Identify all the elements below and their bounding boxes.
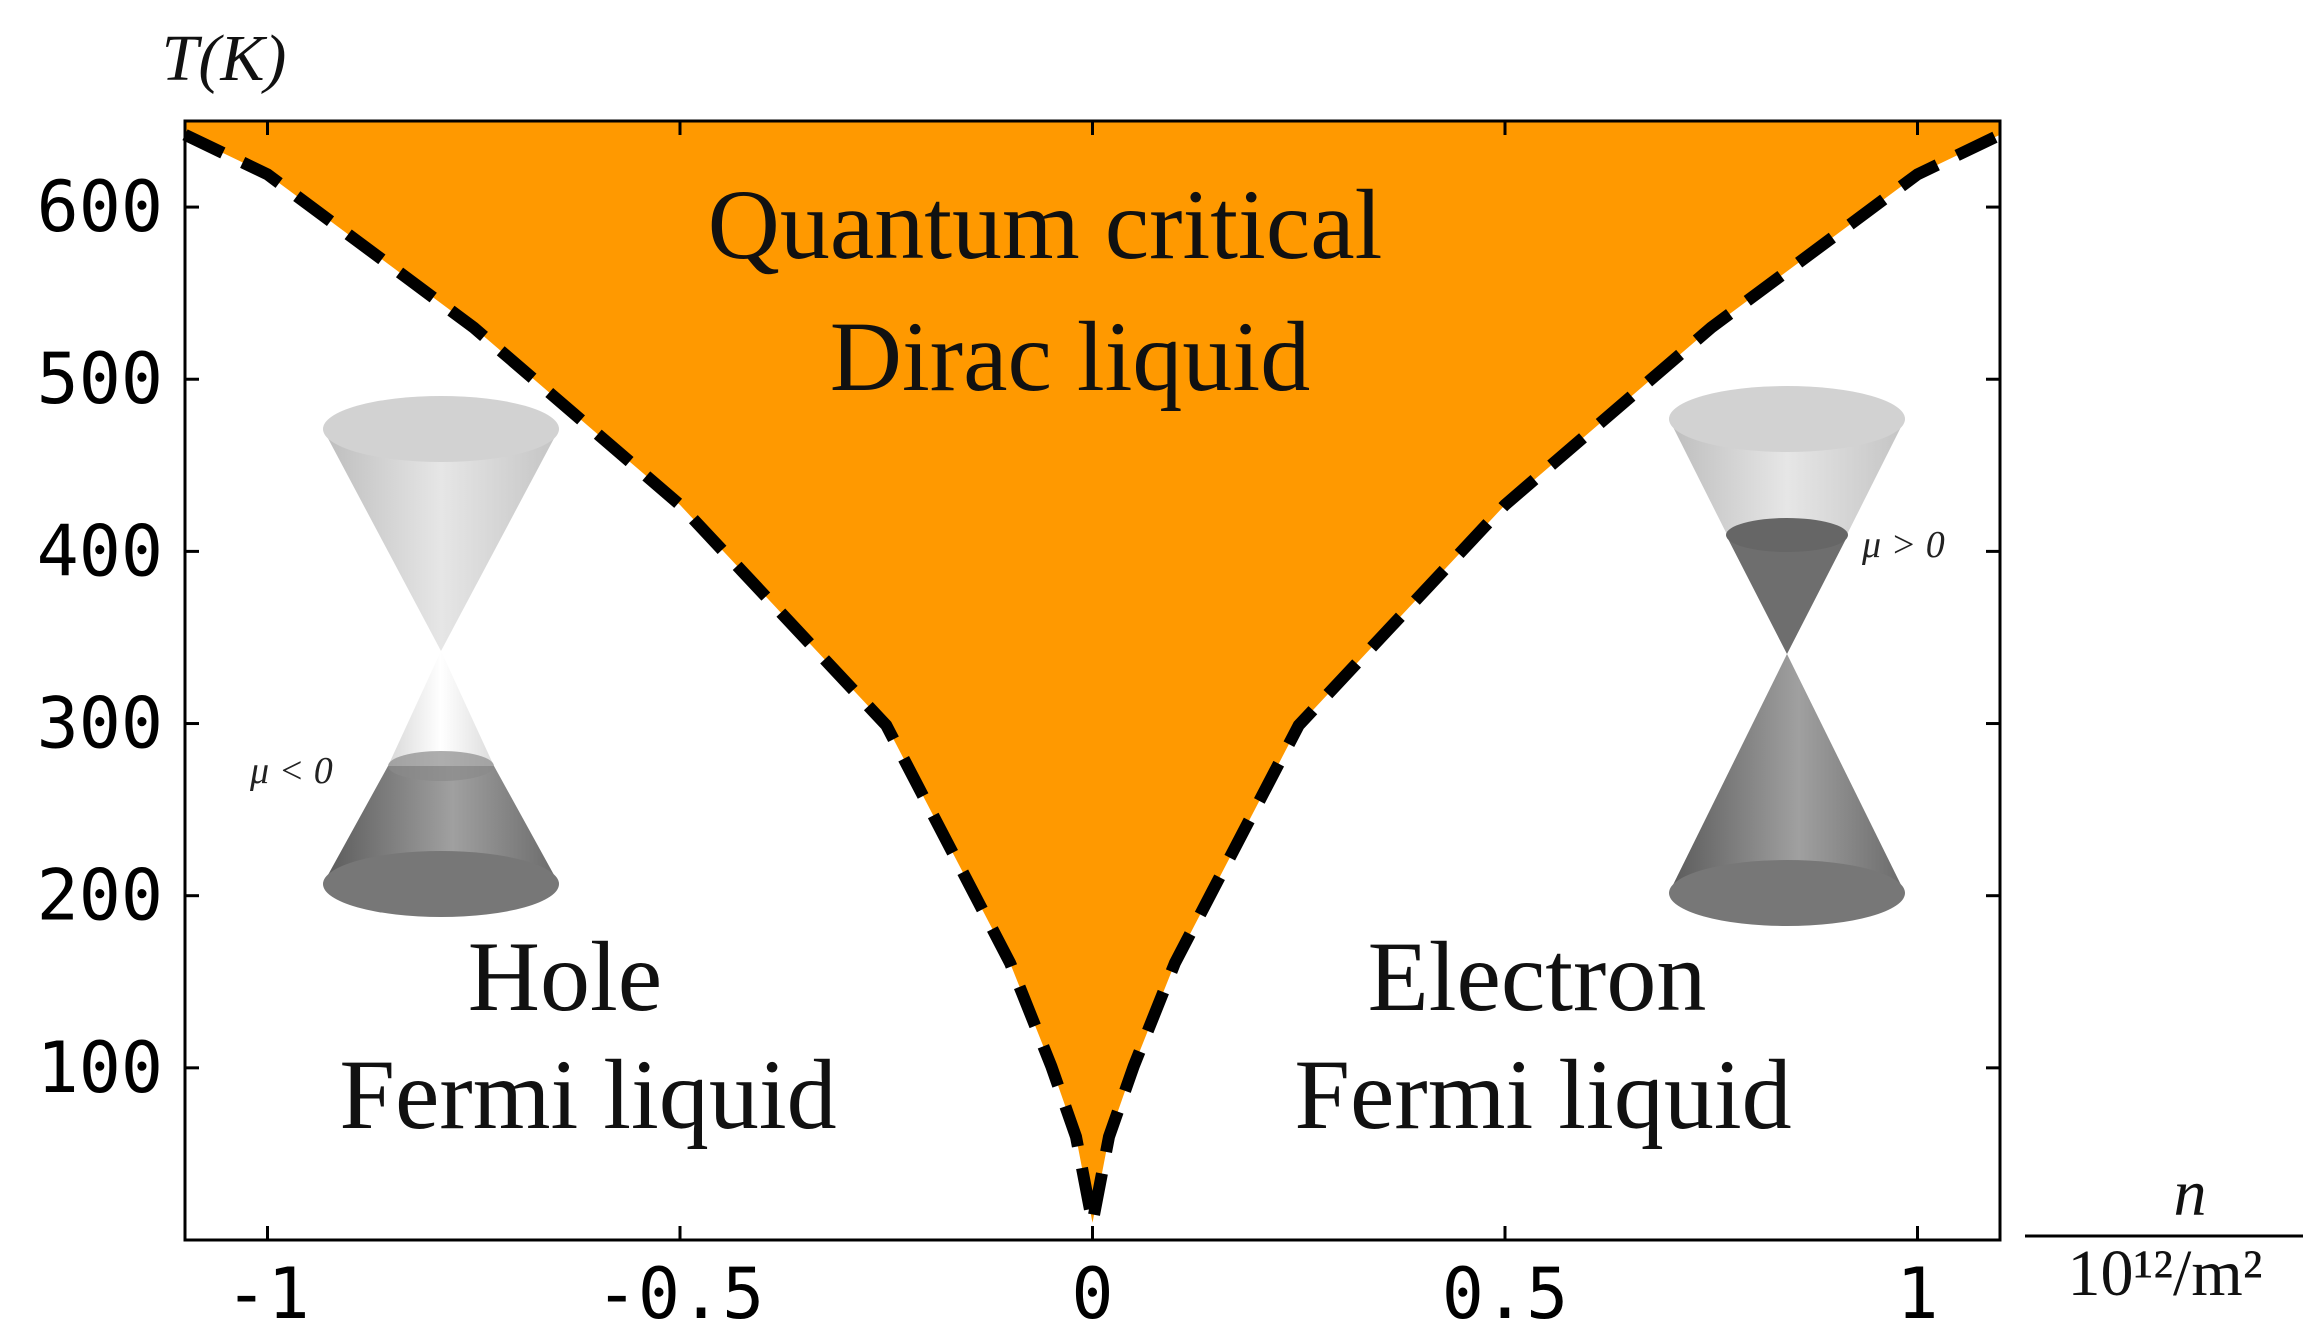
annotation: Fermi liquid: [1294, 1039, 1791, 1150]
x-tick-label: -1: [225, 1253, 309, 1323]
annotation: Dirac liquid: [830, 301, 1310, 412]
y-axis-label: T(K): [162, 22, 287, 95]
annotation: μ > 0: [1861, 524, 1945, 566]
x-axis-label: 10¹²/m²: [2067, 1237, 2262, 1310]
y-tick-label: 500: [37, 338, 163, 420]
y-tick-label: 600: [37, 166, 163, 248]
x-axis-label: n: [2174, 1157, 2207, 1230]
annotation: Quantum critical: [708, 169, 1383, 280]
annotation: Fermi liquid: [339, 1039, 836, 1150]
plot-area: [182, 119, 2003, 1242]
y-tick-label: 300: [37, 683, 163, 765]
area: [185, 121, 2000, 1223]
y-tick-label: 200: [37, 855, 163, 937]
y-tick-label: 100: [37, 1027, 163, 1109]
x-tick-label: 0.5: [1442, 1253, 1568, 1323]
cone-right: [1669, 386, 1905, 926]
x-tick-label: -0.5: [596, 1253, 765, 1323]
y-tick-label: 400: [37, 510, 163, 592]
annotation: μ < 0: [249, 750, 333, 792]
x-tick-label: 0: [1071, 1253, 1113, 1323]
annotation: Hole: [468, 921, 662, 1032]
cone-left: [323, 396, 559, 917]
x-tick-label: 1: [1896, 1253, 1938, 1323]
annotation: Electron: [1368, 921, 1707, 1032]
boundary-line: [182, 129, 2003, 1224]
